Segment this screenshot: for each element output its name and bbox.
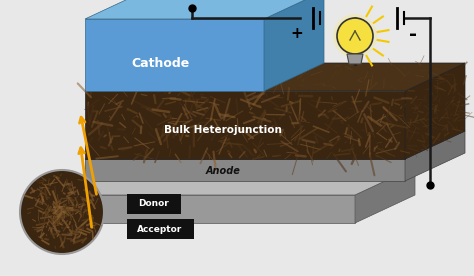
Text: Anode: Anode <box>205 166 240 176</box>
Polygon shape <box>85 63 465 91</box>
Circle shape <box>333 14 377 58</box>
Polygon shape <box>85 159 405 181</box>
FancyBboxPatch shape <box>127 194 181 214</box>
FancyBboxPatch shape <box>127 219 194 239</box>
Text: Acceptor: Acceptor <box>137 224 182 233</box>
Polygon shape <box>85 131 465 159</box>
Text: Donor: Donor <box>138 200 169 208</box>
Polygon shape <box>405 131 465 181</box>
Polygon shape <box>55 195 355 223</box>
Polygon shape <box>355 167 415 223</box>
Circle shape <box>20 170 104 254</box>
Circle shape <box>337 18 373 54</box>
Polygon shape <box>55 167 415 195</box>
Text: -: - <box>409 25 417 44</box>
Polygon shape <box>85 19 264 91</box>
Polygon shape <box>85 91 405 159</box>
Text: Cathode: Cathode <box>131 57 189 70</box>
Text: Bulk Heterojunction: Bulk Heterojunction <box>164 125 282 136</box>
Polygon shape <box>405 63 465 159</box>
Polygon shape <box>347 54 363 64</box>
Polygon shape <box>264 0 324 91</box>
Polygon shape <box>85 0 324 19</box>
Text: +: + <box>291 26 303 41</box>
